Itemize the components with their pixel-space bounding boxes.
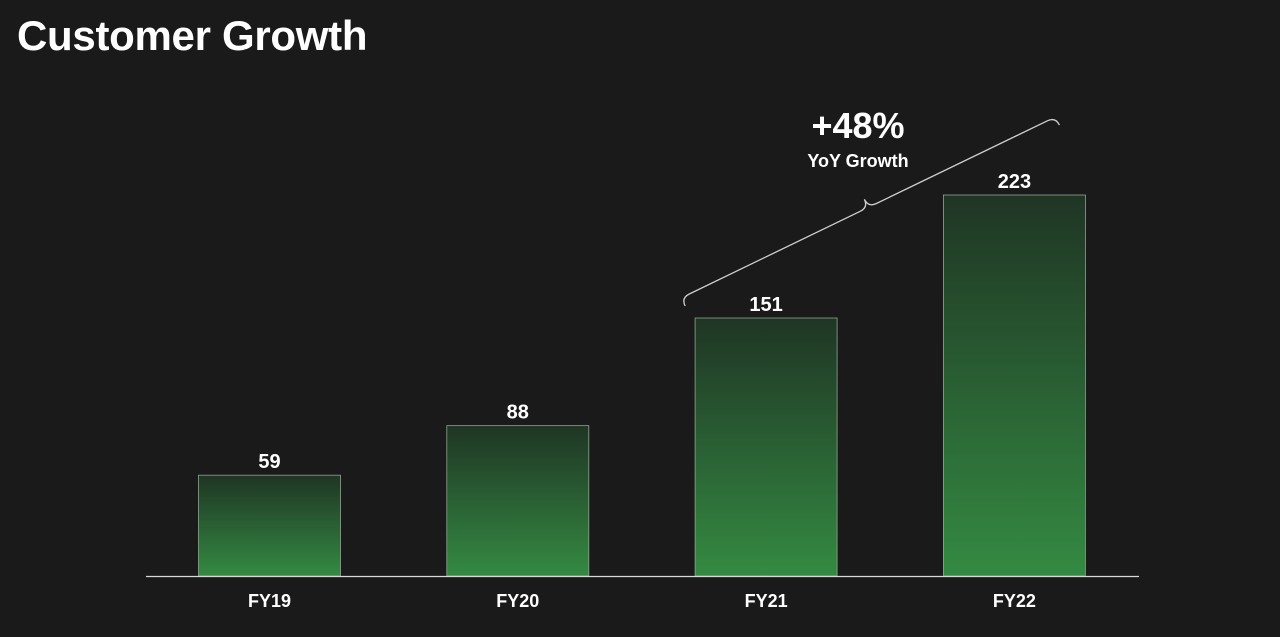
bar-fy22 bbox=[943, 194, 1086, 577]
bars-layer: 59 88 151 223 bbox=[198, 171, 1086, 577]
x-tick-label: FY22 bbox=[993, 591, 1036, 611]
growth-bracket bbox=[683, 118, 1060, 307]
bar-value-label: 59 bbox=[258, 451, 280, 473]
growth-annotation: +48% YoY Growth bbox=[683, 105, 1060, 307]
x-tick-label: FY20 bbox=[496, 591, 539, 611]
bar-fy21 bbox=[694, 317, 838, 577]
bar-fy20 bbox=[446, 425, 590, 577]
growth-caption: YoY Growth bbox=[807, 151, 908, 171]
bar-value-label: 151 bbox=[749, 294, 782, 316]
x-tick-label: FY19 bbox=[248, 591, 291, 611]
bar-fy19 bbox=[198, 474, 341, 577]
bar-value-label: 223 bbox=[998, 171, 1031, 193]
growth-value: +48% bbox=[811, 105, 904, 146]
x-tick-label: FY21 bbox=[745, 591, 788, 611]
x-axis-ticks: FY19 FY20 FY21 FY22 bbox=[248, 591, 1036, 611]
bar-value-label: 88 bbox=[507, 402, 529, 424]
page-title: Customer Growth bbox=[17, 12, 368, 59]
